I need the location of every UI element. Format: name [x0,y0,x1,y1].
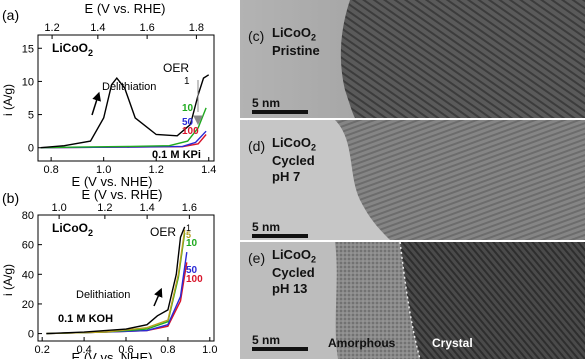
panel-b-material: LiCoO2 [52,221,93,238]
panel-a-top-tick-label: 1.6 [139,22,154,34]
panel-e-crystal-label: Crystal [432,336,473,350]
panel-b-top-ticks: 1.0 1.2 1.4 1.6 [51,202,197,219]
panel-b-top-tick-label: 1.0 [51,202,66,214]
panel-c-scalebar [252,110,308,114]
panel-a-x-tick-label: 0.8 [43,164,58,176]
panel-a-electrolyte: 0.1 M KPi [152,149,201,161]
panel-b-letter: (b) [2,190,19,206]
panel-a-curves [40,74,210,149]
panel-a-plot-frame [37,34,215,162]
panel-a-cycle-100: 100 [182,126,199,137]
panel-a-y-tick-label: 10 [22,76,34,88]
panel-c-scale-label: 5 nm [252,96,281,110]
panel-d-label-line2: Cycled [272,153,315,168]
panel-b-y-tick-label: 0 [28,329,34,341]
panel-e-letter: (e) [248,250,266,266]
panel-b-x-tick-label: 0.6 [118,344,133,356]
panel-b-x-tick-label: 0.2 [35,344,50,356]
panel-a-cycle-1: 1 [184,76,190,87]
panel-b-cycle-1: 1 [186,223,191,233]
panel-d-label-line3: pH 7 [272,169,301,184]
tem-c-image [240,0,585,118]
panel-a-x-ticks: 0.8 1.0 1.2 1.4 [43,157,216,176]
panel-b-cycle-5: 5 [186,230,191,240]
panel-e-scalebar [252,347,308,351]
panel-b-y-axis-label: i (A/g) [1,264,15,296]
panel-d-scale-label: 5 nm [252,220,281,234]
panel-d-letter: (d) [248,138,266,154]
panel-a-y-tick-label: 15 [22,43,34,55]
panel-b-x-tick-label: 1.0 [202,344,217,356]
panel-b-electrolyte: 0.1 M KOH [58,313,113,325]
panel-e-amorphous-label: Amorphous [328,336,396,350]
panel-a-delithiation-arrow [91,91,101,116]
panel-a-cycle-marker [193,80,203,126]
panel-a-y-axis-label: i (A/g) [1,84,15,116]
panel-b-series-1 [46,226,186,335]
panel-a-top-tick-label: 1.8 [189,22,204,34]
panel-a-top-ticks: 1.2 1.4 1.6 1.8 [44,22,204,39]
panel-b-x-tick-label: 0.8 [160,344,175,356]
panel-a-y-tick-label: 0 [28,143,34,155]
panel-b-delithiation: Delithiation [76,289,130,301]
panel-b-top-tick-label: 1.2 [97,202,112,214]
panel-b-x-ticks: 0.2 0.4 0.6 0.8 1.0 [35,337,217,356]
panel-a-cycle-50: 50 [182,117,194,128]
panel-a-material: LiCoO2 [52,41,93,58]
panel-e-label-line3: pH 13 [272,281,308,296]
panel-a-top-tick-label: 1.2 [44,22,59,34]
panel-b-y-tick-label: 80 [22,210,34,222]
panel-e-label-line1: LiCoO2 [272,247,317,265]
panel-a-letter: (a) [2,7,19,23]
panel-b-cycle-50: 50 [186,265,198,276]
panel-b-oer: OER [150,225,176,239]
panel-b-y-tick-label: 60 [22,240,34,252]
panel-b-cycle-100: 100 [186,274,203,285]
panel-b-x-tick-label: 0.4 [76,344,91,356]
tem-panel-c: (c) LiCoO2 Pristine 5 nm [240,0,585,118]
panel-a-y-tick-label: 5 [28,110,34,122]
panel-d-scalebar [252,234,308,238]
panel-b-top-tick-label: 1.6 [182,202,197,214]
panel-b-series-5 [46,229,186,335]
panel-c-label-line1: LiCoO2 [272,25,317,43]
panel-b-top-tick-label: 1.4 [139,202,154,214]
panel-e-scale-label: 5 nm [252,333,281,347]
tem-panel-d: (d) LiCoO2 Cycled pH 7 5 nm [240,120,585,240]
panel-c-letter: (c) [248,28,265,44]
panel-a-series-10 [40,107,207,149]
panel-c-label-line2: Pristine [272,43,320,58]
panel-a-cycle-10: 10 [182,103,194,114]
panel-e-label-line2: Cycled [272,265,315,280]
tem-panel-e: (e) LiCoO2 Cycled pH 13 5 nm Amorphous C… [240,242,585,359]
panel-b-y-tick-label: 20 [22,299,34,311]
panel-a-y-ticks: 0 5 10 15 [22,43,42,155]
panel-a-top-tick-label: 1.4 [90,22,105,34]
panel-a-oer: OER [163,61,189,75]
panel-a-top-axis-label: E (V vs. RHE) [85,1,166,16]
panel-b-bottom-axis-label: E (V vs. NHE) [72,350,153,359]
panel-a-delithiation: Delithiation [102,81,156,93]
panel-b-curves [46,226,188,335]
panel-a-bottom-axis-label: E (V vs. NHE) [72,174,153,189]
panel-a-series-1 [40,74,210,149]
panel-b-delithiation-arrow [153,287,163,307]
panel-b-top-axis-label: E (V vs. RHE) [82,187,163,202]
panel-b-y-tick-label: 40 [22,269,34,281]
panel-b-cycle-10: 10 [186,238,198,249]
panel-b-y-ticks: 0 20 40 60 80 [22,210,42,341]
panel-a-x-tick-label: 1.2 [149,164,164,176]
panel-a-x-tick-label: 1.4 [201,164,216,176]
tem-e-image [240,242,585,359]
panel-d-label-line1: LiCoO2 [272,135,317,153]
tem-d-image [240,120,585,240]
panel-a-x-tick-label: 1.0 [96,164,111,176]
